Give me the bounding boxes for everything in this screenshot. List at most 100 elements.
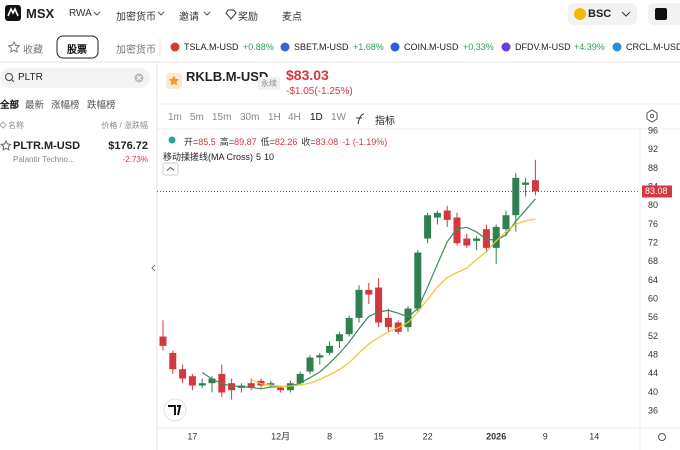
ohlc-value: 89.87 [234,137,257,147]
tab[interactable]: 收藏 [23,45,43,56]
ma-title: 移动揉搓线(MA Cross) [163,152,254,162]
indicator-button[interactable]: 指标 [375,116,395,127]
ticker-icon [280,42,290,52]
candle-body [188,376,196,386]
filter[interactable]: 涨幅榜 [51,100,80,111]
ma-line [250,218,536,388]
candle-body [424,215,432,239]
filter[interactable]: 最新 [25,100,45,111]
y-tick-label: 64 [648,275,658,285]
nav-item[interactable]: RWA [69,8,92,19]
y-tick-label: 48 [648,350,658,360]
y-tick-label: 40 [648,387,658,397]
ticker-name[interactable]: DFDV.M-USD [515,42,571,52]
x-tick-label: 12月 [271,431,290,441]
search-icon [5,73,13,81]
ohlc-value: 82.26 [274,137,298,147]
candle-body [277,387,285,391]
nav-item[interactable]: 麦点 [282,12,302,23]
interval[interactable]: 1W [331,112,346,123]
y-tick-label: 36 [648,406,658,416]
search-icon [11,79,15,83]
interval[interactable]: 5m [190,112,204,123]
ticker-change: +0.33% [463,42,494,52]
ohlc-value: 85.5 [198,137,216,147]
interval[interactable]: 15m [212,112,232,123]
y-tick-label: 92 [648,144,658,154]
row-change: -2.73% [122,155,148,164]
candle-body [267,383,275,386]
filter[interactable]: 跌幅榜 [87,100,116,111]
chain-name: BSC [588,8,612,20]
axis-settings[interactable] [658,433,666,441]
candle-body [169,352,177,370]
chevron [157,11,165,16]
nav-item[interactable]: 加密货币 [116,12,156,23]
ticker-name[interactable]: CRCL.M-USD [626,42,680,52]
chain-button[interactable] [568,3,637,25]
ticker-name[interactable]: COIN.M-USD [404,42,459,52]
x-tick-label: 15 [374,431,384,441]
candle-body [159,336,167,346]
ticker-name[interactable]: TSLA.M-USD [184,42,239,52]
x-tick-label: 22 [423,431,433,441]
ticker-icon [612,42,622,52]
x-tick-label: 8 [327,431,332,441]
interval[interactable]: 1H [268,112,281,123]
candle-body [453,217,461,244]
ohlc-legend: 开=85.5 高=89.87 低=82.26 收=83.08 -1 (-1.19%) [184,135,387,148]
collapse-button[interactable] [162,162,179,176]
tab-active[interactable]: 股票 [67,45,87,56]
row-symbol[interactable]: PLTR.M-USD [13,140,81,152]
wallet-icon [655,8,667,20]
favorite-toggle[interactable] [0,139,12,151]
y-tick-label: 68 [648,256,658,266]
candle-body [375,287,383,323]
interval[interactable]: 4H [288,112,301,123]
candle-body [286,383,294,391]
candle-body [384,317,392,328]
candle-body [316,355,324,358]
interval-active[interactable]: 1D [310,112,323,123]
nav-item[interactable]: 邀请 [179,12,199,23]
candle-body [473,238,481,241]
candle-body [433,212,441,218]
clear-icon [136,75,142,81]
interval[interactable]: 1m [168,112,182,123]
candle-body [306,357,314,372]
filter[interactable]: 全部 [0,100,20,111]
panel-toggle[interactable] [151,264,156,272]
ticker-icon [390,42,400,52]
nav-item[interactable]: 奖励 [238,12,258,23]
ticker-change: +0.88% [243,42,274,52]
y-tick-label: 52 [648,331,658,341]
tab[interactable]: 加密货币 [116,45,156,56]
sort-icon [0,121,7,129]
candle-body [247,383,255,388]
candle-body [326,345,334,353]
interval[interactable]: 30m [240,112,260,123]
search-box[interactable] [0,68,150,88]
last-price-tag [642,185,672,198]
ma-legend: 移动揉搓线(MA Cross) 5 10 [163,150,274,163]
ticker-change: +4.39% [574,42,605,52]
settings-icon[interactable] [646,109,658,123]
candle-body [463,238,471,246]
y-tick-label: 56 [648,312,658,322]
ticker-change: +1.68% [353,42,384,52]
candle-body [414,252,422,309]
asset-price: $83.03 [286,67,329,83]
x-tick-label: 2026 [486,431,506,441]
ohlc-label: 收= [301,137,316,147]
search-text[interactable]: PLTR [18,72,43,83]
candle-body [522,182,530,185]
candle-body [345,317,353,335]
ticker-name[interactable]: SBET.M-USD [294,42,349,52]
chevron [203,11,211,16]
ohlc-value: 83.08 [315,137,339,147]
x-tick-label: 14 [589,431,599,441]
candle-body [179,369,187,379]
logo-text: MSX [26,6,55,21]
